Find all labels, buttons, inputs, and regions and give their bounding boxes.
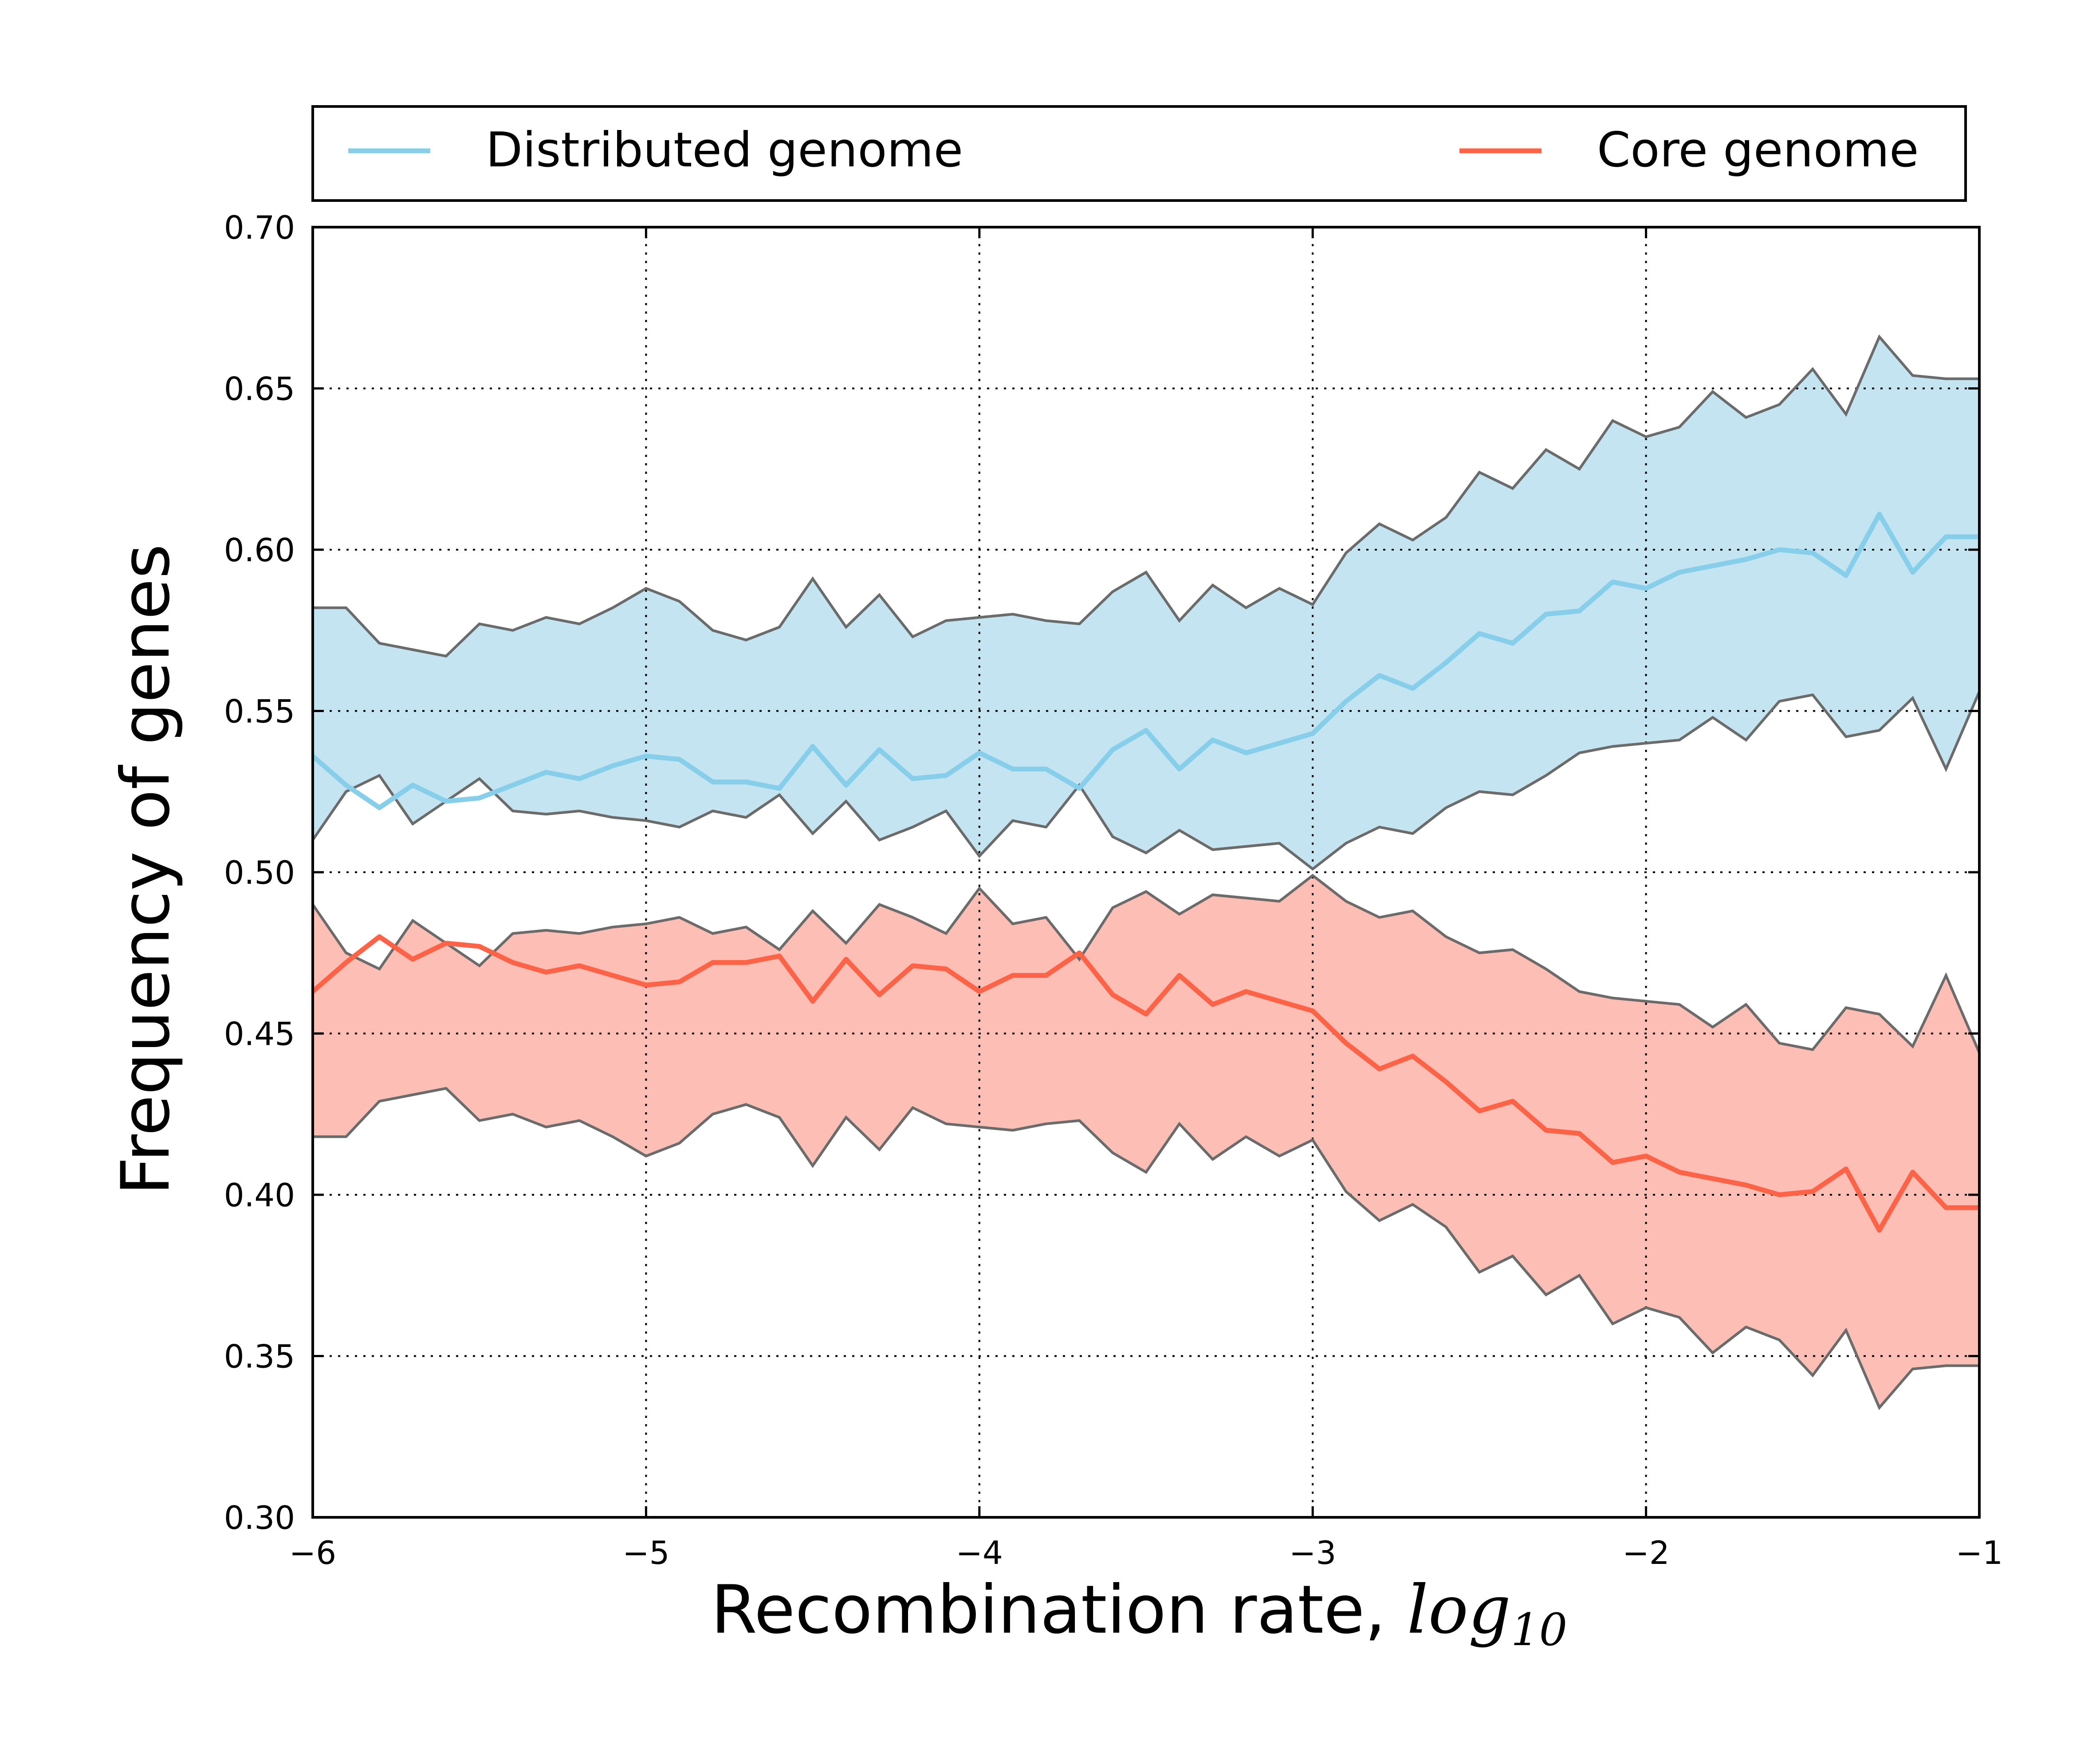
band-core-genome — [313, 875, 1979, 1408]
y-tick-labels: 0.30 0.35 0.40 0.45 0.50 0.55 0.60 0.65 0.70 — [224, 209, 295, 1536]
legend-label-core: Core genome — [1597, 122, 1919, 178]
band-boundary-lines — [311, 334, 1981, 1410]
x-tick-label: −1 — [1956, 1534, 2003, 1571]
y-tick-label: 0.50 — [224, 854, 295, 891]
y-tick-label: 0.60 — [224, 532, 295, 569]
x-axis-title-math-sub: 10 — [1511, 1604, 1567, 1656]
band-distributed-genome — [313, 337, 1979, 869]
x-tick-labels: −6 −5 −4 −3 −2 −1 — [289, 1534, 2003, 1571]
y-tick-label: 0.55 — [224, 693, 295, 730]
legend-label-distributed: Distributed genome — [486, 122, 963, 178]
y-tick-label: 0.45 — [224, 1016, 295, 1053]
x-tick-label: −3 — [1289, 1534, 1336, 1571]
line-core-genome — [311, 934, 1979, 1233]
series-lines — [311, 512, 1979, 1233]
y-tick-label: 0.35 — [224, 1338, 295, 1375]
upper-bound-distributed-genome — [313, 334, 1979, 658]
y-tick-label: 0.40 — [224, 1177, 295, 1214]
axis-ticks — [311, 226, 1981, 1519]
legend: Distributed genome Core genome — [311, 105, 1967, 202]
line-distributed-genome — [311, 512, 1979, 811]
x-axis-title-math: log — [1407, 1571, 1511, 1649]
upper-bound-core-genome — [311, 874, 1981, 1054]
legend-frame — [311, 105, 1967, 202]
y-tick-label: 0.70 — [224, 209, 295, 246]
x-tick-label: −2 — [1623, 1534, 1670, 1571]
lower-bound-core-genome — [313, 1087, 1979, 1410]
x-axis-title: Recombination rate, log10 — [711, 1571, 1568, 1656]
y-tick-label: 0.30 — [224, 1499, 295, 1536]
y-tick-label: 0.65 — [224, 370, 295, 408]
x-tick-label: −6 — [289, 1534, 336, 1571]
y-axis-title: Frequency of genes — [107, 544, 185, 1195]
x-axis-title-text: Recombination rate, — [711, 1571, 1407, 1649]
lower-bound-distributed-genome — [311, 691, 1981, 871]
confidence-bands — [313, 337, 1979, 1408]
x-tick-label: −5 — [622, 1534, 669, 1571]
x-tick-label: −4 — [956, 1534, 1003, 1571]
